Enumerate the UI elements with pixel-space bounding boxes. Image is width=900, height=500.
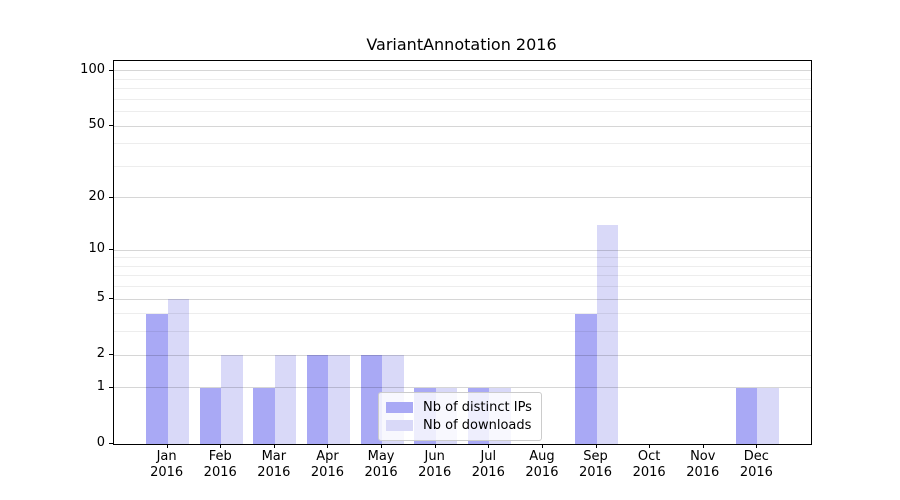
bar-nb-of-distinct-ips xyxy=(307,355,329,444)
x-tick-mark xyxy=(273,444,275,448)
x-tick-mark xyxy=(541,444,543,448)
legend-swatch xyxy=(386,420,413,431)
x-tick-mark xyxy=(220,444,222,448)
y-major-gridline xyxy=(114,197,811,199)
y-minor-gridline xyxy=(114,331,811,333)
y-tick-label: 100 xyxy=(80,61,105,77)
y-minor-gridline xyxy=(114,265,811,267)
y-tick-label: 20 xyxy=(88,188,105,204)
bar-nb-of-distinct-ips xyxy=(146,313,168,444)
chart-title: VariantAnnotation 2016 xyxy=(366,35,557,54)
bar-nb-of-downloads xyxy=(757,387,779,444)
x-tick-mark xyxy=(595,444,597,448)
y-tick-mark xyxy=(109,386,113,388)
x-tick-mark xyxy=(488,444,490,448)
y-tick-label: 10 xyxy=(88,241,105,257)
bar-nb-of-distinct-ips xyxy=(253,387,275,444)
y-major-gridline xyxy=(114,298,811,300)
y-major-gridline xyxy=(114,354,811,356)
y-minor-gridline xyxy=(114,275,811,277)
x-tick-label: Jul 2016 xyxy=(471,449,505,480)
y-tick-mark xyxy=(109,443,113,444)
y-tick-label: 1 xyxy=(96,378,105,394)
y-minor-gridline xyxy=(114,165,811,167)
bar-nb-of-distinct-ips xyxy=(735,387,758,444)
x-tick-label: Nov 2016 xyxy=(686,449,720,480)
bar-nb-of-distinct-ips xyxy=(199,387,222,444)
x-tick-label: Sep 2016 xyxy=(578,449,613,480)
y-minor-gridline xyxy=(114,143,811,145)
legend-label: Nb of downloads xyxy=(423,418,532,433)
y-major-gridline xyxy=(114,249,811,251)
y-minor-gridline xyxy=(114,98,811,100)
x-tick-mark xyxy=(702,444,704,448)
x-tick-label: Jun 2016 xyxy=(418,449,452,480)
x-tick-label: Oct 2016 xyxy=(632,449,666,480)
x-tick-label: May 2016 xyxy=(364,449,398,480)
y-tick-label: 2 xyxy=(96,346,105,362)
x-tick-mark xyxy=(166,444,168,448)
y-tick-label: 50 xyxy=(88,117,105,133)
x-tick-label: Aug 2016 xyxy=(525,449,559,480)
x-tick-label: Mar 2016 xyxy=(257,449,291,480)
plot-area xyxy=(113,60,812,445)
y-minor-gridline xyxy=(114,286,811,288)
x-tick-mark xyxy=(381,444,383,448)
legend: Nb of distinct IPs Nb of downloads xyxy=(378,392,542,441)
y-tick-mark xyxy=(109,249,113,251)
y-minor-gridline xyxy=(114,111,811,113)
y-minor-gridline xyxy=(114,78,811,80)
bar-nb-of-distinct-ips xyxy=(360,355,383,444)
y-tick-mark xyxy=(109,69,113,71)
x-tick-mark xyxy=(434,444,436,448)
bar-nb-of-downloads xyxy=(221,355,243,444)
legend-item: Nb of downloads xyxy=(386,417,532,434)
bar-nb-of-downloads xyxy=(596,225,618,444)
y-major-gridline xyxy=(114,70,811,72)
legend-item: Nb of distinct IPs xyxy=(386,399,532,416)
y-tick-mark xyxy=(109,354,113,356)
y-minor-gridline xyxy=(114,313,811,315)
y-minor-gridline xyxy=(114,88,811,90)
y-tick-label: 0 xyxy=(96,435,105,450)
legend-swatch xyxy=(386,402,413,413)
x-tick-label: Jan 2016 xyxy=(150,449,184,480)
bar-nb-of-distinct-ips xyxy=(575,313,597,444)
x-tick-label: Dec 2016 xyxy=(739,449,773,480)
y-major-gridline xyxy=(114,387,811,389)
y-tick-mark xyxy=(109,196,113,198)
x-tick-mark xyxy=(649,444,651,448)
legend-label: Nb of distinct IPs xyxy=(423,400,532,415)
y-minor-gridline xyxy=(114,257,811,259)
bar-nb-of-downloads xyxy=(274,355,297,444)
x-tick-label: Feb 2016 xyxy=(203,449,237,480)
bar-nb-of-downloads xyxy=(328,355,350,444)
y-major-gridline xyxy=(114,125,811,127)
x-tick-mark xyxy=(327,444,329,448)
y-tick-mark xyxy=(109,125,113,127)
y-tick-mark xyxy=(109,298,113,300)
x-tick-mark xyxy=(756,444,758,448)
bar-nb-of-downloads xyxy=(167,299,190,444)
y-tick-label: 5 xyxy=(96,290,105,306)
x-tick-label: Apr 2016 xyxy=(310,449,344,480)
